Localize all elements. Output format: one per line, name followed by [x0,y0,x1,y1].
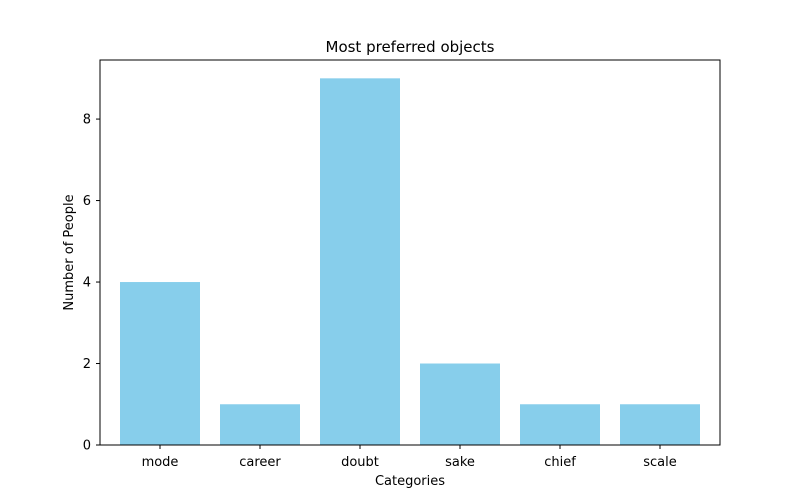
bar-sake [420,363,500,445]
y-axis-ticks: 0 2 4 6 8 [83,113,100,454]
bar-career [220,404,300,445]
y-tick-label: 8 [83,113,91,128]
x-axis-label: Categories [375,474,445,489]
bar-chief [520,404,600,445]
bars-group [120,78,700,445]
x-tick-label: doubt [341,455,379,470]
x-axis-ticks: mode career doubt sake chief scale [142,445,677,470]
y-tick-label: 4 [83,276,91,291]
bar-doubt [320,78,400,445]
chart-title: Most preferred objects [326,38,495,56]
bar-scale [620,404,700,445]
x-tick-label: scale [643,455,677,470]
x-tick-label: career [239,455,281,470]
x-tick-label: sake [445,455,475,470]
plot-frame [99,59,721,446]
x-tick-label: chief [544,455,576,470]
x-tick-label: mode [142,455,179,470]
bar-mode [120,282,200,445]
y-tick-label: 6 [83,194,91,209]
y-tick-label: 0 [83,439,91,454]
y-axis-label: Number of People [62,194,77,310]
y-tick-label: 2 [83,357,91,372]
